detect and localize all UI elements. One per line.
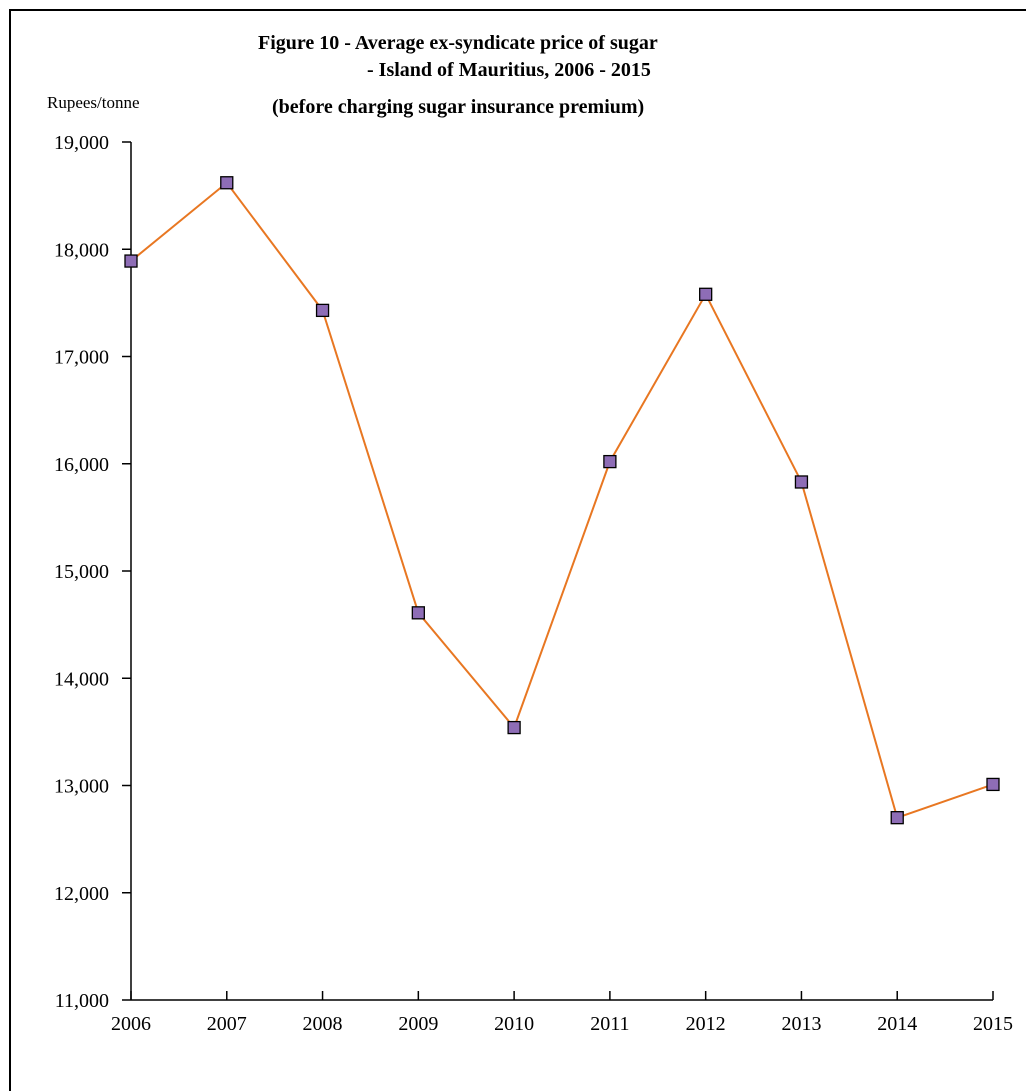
x-tick-label: 2009	[398, 1013, 438, 1035]
data-point-marker	[411, 606, 425, 620]
y-tick-label: 12,000	[54, 883, 109, 905]
data-point-marker	[986, 777, 1000, 792]
data-point-marker	[603, 454, 617, 469]
x-tick-label: 2015	[973, 1013, 1013, 1035]
y-tick-label: 13,000	[54, 776, 109, 798]
data-point-marker	[315, 303, 330, 318]
y-tick-label: 17,000	[54, 347, 109, 369]
data-point-marker	[890, 811, 904, 825]
y-tick-label: 11,000	[55, 990, 109, 1012]
chart-series	[124, 176, 1000, 825]
y-tick-label: 15,000	[54, 561, 109, 583]
x-tick-label: 2010	[494, 1013, 534, 1035]
x-tick-label: 2007	[207, 1013, 247, 1035]
x-tick-label: 2013	[781, 1013, 821, 1035]
chart-subtitle-location: - Island of Mauritius, 2006 - 2015	[367, 59, 651, 81]
data-point-marker	[794, 475, 809, 489]
x-tick-label: 2008	[303, 1013, 343, 1035]
x-tick-label: 2006	[111, 1013, 151, 1035]
x-tick-label: 2011	[590, 1013, 629, 1035]
chart-title: Figure 10 - Average ex-syndicate price o…	[258, 32, 658, 54]
x-tick-label: 2012	[686, 1013, 726, 1035]
y-tick-label: 18,000	[54, 239, 109, 261]
data-point-marker	[124, 254, 138, 268]
y-tick-label: 19,000	[54, 132, 109, 154]
chart-axes: 11,000 12,000 13,000 14,000 15,000 16,000 17,0…	[54, 132, 1013, 1035]
x-tick-label: 2014	[877, 1013, 917, 1035]
data-point-marker	[220, 176, 234, 190]
y-axis-unit-label: Rupees/tonne	[47, 93, 140, 112]
data-point-marker	[699, 287, 713, 301]
chart-subtitle-note: (before charging sugar insurance premium…	[272, 96, 645, 118]
y-tick-label: 14,000	[54, 668, 109, 690]
data-point-marker	[507, 720, 521, 735]
series-line	[130, 181, 994, 819]
y-tick-label: 16,000	[54, 454, 109, 476]
chart-frame	[9, 9, 1026, 1091]
